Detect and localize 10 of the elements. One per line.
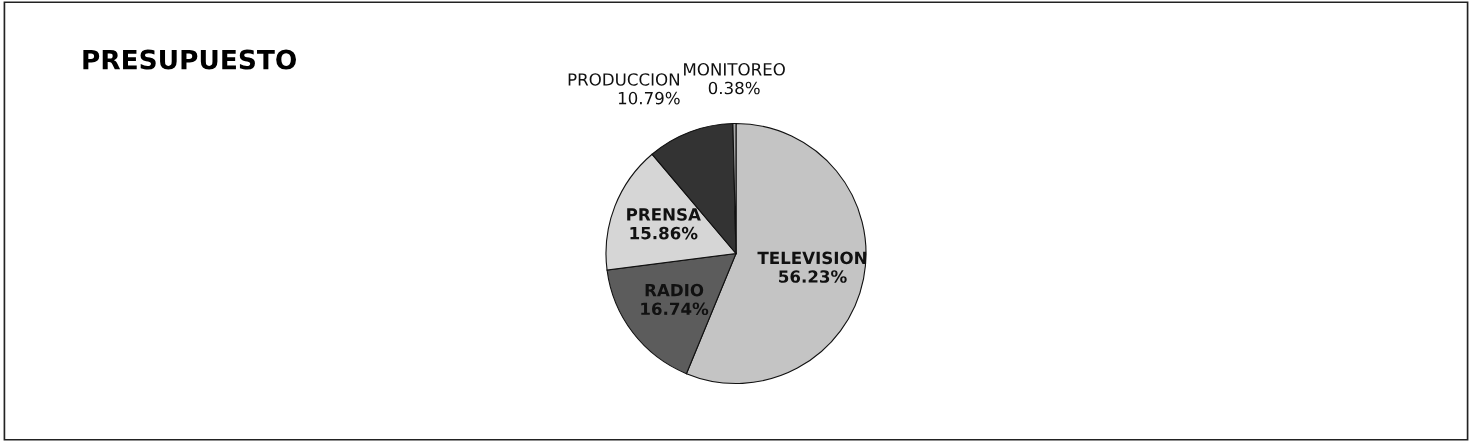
data-label: 15.86% — [630, 226, 698, 240]
data-label: 10.79% — [618, 91, 680, 105]
data-label: 16.74% — [641, 302, 709, 316]
slice-label: RADIO — [645, 283, 704, 297]
text: PRESUPUESTO — [83, 49, 296, 70]
data-label: 0.38% — [708, 81, 760, 95]
slice-label: PRODUCCION — [568, 73, 679, 86]
slice-label: MONITOREO — [684, 63, 785, 76]
slice-label: PRENSA — [627, 208, 701, 221]
data-label: 56.23% — [779, 270, 847, 283]
